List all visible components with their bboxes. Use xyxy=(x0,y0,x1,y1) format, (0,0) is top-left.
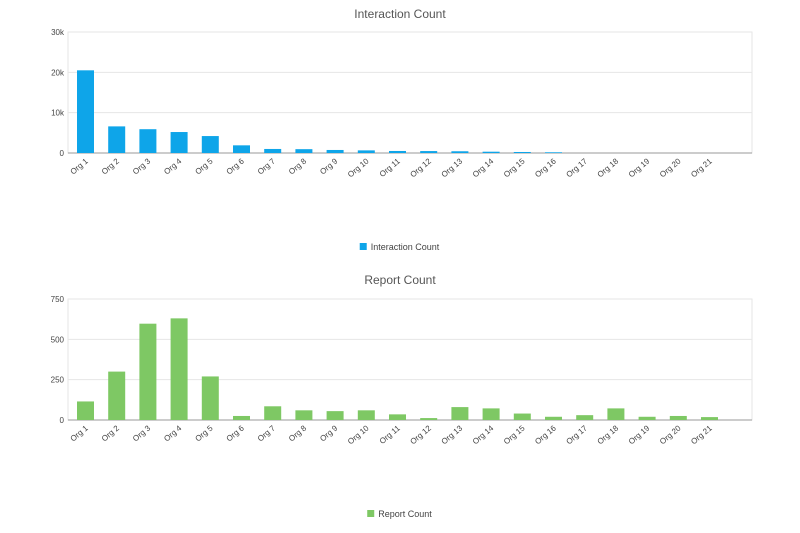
interaction-count-xtick-label: Org 14 xyxy=(471,156,496,179)
report-count-bar[interactable] xyxy=(513,413,531,420)
report-count-bar[interactable] xyxy=(139,323,157,420)
report-count-xtick-label: Org 9 xyxy=(318,423,340,443)
interaction-count-bar[interactable] xyxy=(108,126,126,153)
report-count-bar[interactable] xyxy=(638,416,656,420)
interaction-count-xtick-label: Org 6 xyxy=(225,156,247,176)
report-count-xtick-label: Org 20 xyxy=(658,423,683,446)
report-count-bar[interactable] xyxy=(545,416,562,420)
interaction-count-bar[interactable] xyxy=(295,149,313,153)
interaction-count-bar[interactable] xyxy=(77,70,94,153)
report-count-bar[interactable] xyxy=(669,415,687,420)
interaction-count-ytick-label: 10k xyxy=(51,109,65,118)
interaction-count-bar[interactable] xyxy=(326,149,344,153)
interaction-count-xtick-label: Org 18 xyxy=(596,156,621,179)
interaction-count-xtick-label: Org 11 xyxy=(378,156,402,179)
report-count-bar[interactable] xyxy=(170,318,188,420)
interaction-count-bar[interactable] xyxy=(357,150,375,153)
report-count-bar[interactable] xyxy=(295,410,313,420)
report-count-bar[interactable] xyxy=(451,407,469,420)
interaction-count-bar[interactable] xyxy=(482,151,500,153)
report-count-xtick-label: Org 17 xyxy=(564,423,589,446)
report-count-bar[interactable] xyxy=(264,406,282,420)
report-count-xtick-label: Org 11 xyxy=(378,423,402,446)
interaction-count-xtick-label: Org 19 xyxy=(627,156,652,179)
report-count-ytick-label: 0 xyxy=(60,416,65,425)
report-count-ytick-label: 250 xyxy=(51,376,65,385)
interaction-count-xtick-label: Org 16 xyxy=(533,156,558,179)
interaction-count-bar[interactable] xyxy=(139,129,157,153)
report-count-xtick-label: Org 7 xyxy=(256,423,278,443)
report-count-xtick-label: Org 14 xyxy=(471,423,496,446)
report-count-xtick-label: Org 3 xyxy=(131,423,153,443)
report-count-bar[interactable] xyxy=(233,415,250,420)
report-count-bar[interactable] xyxy=(357,410,375,420)
interaction-count-xtick-label: Org 10 xyxy=(346,156,371,179)
report-count-xtick-label: Org 10 xyxy=(346,423,371,446)
interaction-count-chart: Interaction Count 0 10k 20k 30k Org 1 Org 2 Org… xyxy=(51,7,753,252)
report-count-bar[interactable] xyxy=(482,408,500,420)
report-count-bar[interactable] xyxy=(607,408,625,420)
interaction-count-xtick-label: Org 17 xyxy=(564,156,589,179)
report-count-ytick-label: 750 xyxy=(51,295,65,304)
report-count-bar[interactable] xyxy=(701,417,718,420)
report-count-chart: Report Count 0 250 500 750 Org 1 Org 2 Org 3 Org… xyxy=(51,273,753,519)
report-count-xtick-label: Org 21 xyxy=(689,423,714,446)
interaction-count-xtick-label: Org 4 xyxy=(162,156,184,176)
interaction-count-xtick-label: Org 3 xyxy=(131,156,153,176)
report-count-xtick-label: Org 8 xyxy=(287,423,309,443)
report-count-bar[interactable] xyxy=(576,415,594,420)
report-count-ytick-label: 500 xyxy=(51,335,65,344)
report-count-xtick-label: Org 4 xyxy=(162,423,184,443)
report-count-xtick-label: Org 19 xyxy=(627,423,652,446)
interaction-count-bar[interactable] xyxy=(451,151,469,153)
interaction-count-bar[interactable] xyxy=(233,145,250,153)
report-count-xtick-label: Org 1 xyxy=(69,423,91,443)
report-count-bar[interactable] xyxy=(326,411,344,420)
interaction-count-ytick-label: 20k xyxy=(51,68,65,77)
interaction-count-xtick-label: Org 13 xyxy=(440,156,465,179)
interaction-count-xtick-label: Org 12 xyxy=(408,156,433,179)
interaction-count-ytick-label: 0 xyxy=(60,149,65,158)
interaction-count-bar[interactable] xyxy=(513,151,531,153)
interaction-count-xtick-label: Org 1 xyxy=(69,156,91,176)
interaction-count-legend-label: Interaction Count xyxy=(371,242,440,252)
report-count-xtick-label: Org 15 xyxy=(502,423,527,446)
interaction-count-xtick-label: Org 21 xyxy=(689,156,714,179)
interaction-count-bar[interactable] xyxy=(264,148,282,153)
interaction-count-xtick-label: Org 2 xyxy=(100,156,122,176)
report-count-legend[interactable]: Report Count xyxy=(367,509,432,519)
report-count-xtick-label: Org 18 xyxy=(596,423,621,446)
interaction-count-legend[interactable]: Interaction Count xyxy=(359,242,440,252)
report-count-bar[interactable] xyxy=(201,376,219,420)
interaction-count-bar[interactable] xyxy=(170,132,188,153)
report-count-bar[interactable] xyxy=(420,418,438,420)
report-count-bar[interactable] xyxy=(108,371,126,420)
interaction-count-xtick-label: Org 20 xyxy=(658,156,683,179)
report-count-bar[interactable] xyxy=(77,401,94,420)
interaction-count-title: Interaction Count xyxy=(354,7,446,21)
interaction-count-bar[interactable] xyxy=(201,136,219,153)
interaction-count-bar[interactable] xyxy=(545,152,562,153)
report-count-xtick-label: Org 12 xyxy=(408,423,433,446)
interaction-count-xtick-label: Org 8 xyxy=(287,156,309,176)
interaction-count-ytick-label: 30k xyxy=(51,28,65,37)
interaction-count-xtick-label: Org 9 xyxy=(318,156,340,176)
interaction-count-legend-swatch xyxy=(359,243,367,250)
report-count-xtick-label: Org 6 xyxy=(225,423,247,443)
interaction-count-xtick-label: Org 5 xyxy=(193,156,215,176)
report-count-xtick-label: Org 16 xyxy=(533,423,558,446)
interaction-count-xtick-label: Org 15 xyxy=(502,156,527,179)
report-count-xtick-label: Org 13 xyxy=(440,423,465,446)
interaction-count-bar[interactable] xyxy=(389,150,406,153)
report-count-title: Report Count xyxy=(364,273,436,287)
interaction-count-bar[interactable] xyxy=(420,151,438,153)
report-count-legend-label: Report Count xyxy=(378,509,432,519)
report-count-xtick-label: Org 2 xyxy=(100,423,122,443)
interaction-count-xtick-label: Org 7 xyxy=(256,156,278,176)
report-count-legend-swatch xyxy=(367,510,375,517)
report-count-bar[interactable] xyxy=(389,414,406,420)
report-count-xtick-label: Org 5 xyxy=(193,423,215,443)
